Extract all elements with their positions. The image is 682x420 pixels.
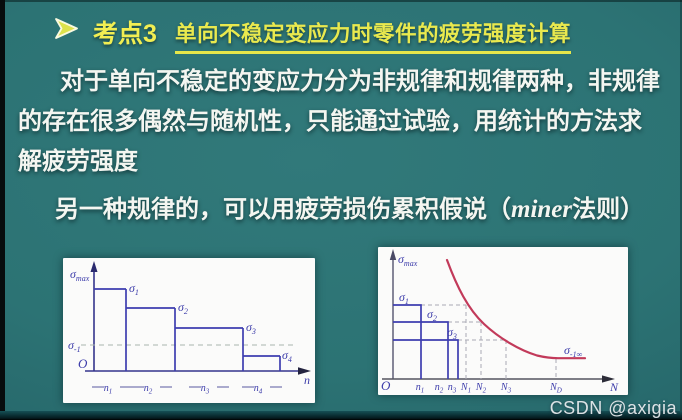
sigma-minus1-inf-label: σ-1∞	[564, 343, 583, 359]
sigma-minus1-label: σ-1	[68, 338, 81, 354]
n2-tick: n2	[435, 382, 444, 395]
y-axis-arrowhead	[90, 261, 98, 272]
watermark: CSDN @axigia	[549, 398, 677, 418]
n4-label: n4	[254, 383, 263, 396]
x-axis-label-N: N	[609, 380, 619, 394]
paragraph-line-1: 对于单向不稳定的变应力分为非规律和规律两种，非规律	[60, 68, 660, 95]
sigma3-label: σ3	[246, 320, 256, 336]
n1-tick: n1	[416, 382, 425, 395]
paragraph-line-2: 的存在很多偶然与随机性，只能通过试验，用统计的方法求	[18, 108, 642, 135]
ND-tick: ND	[549, 382, 562, 395]
y-axis-arrowhead	[389, 249, 397, 260]
paragraph-line-4: 另一种规律的，可以用疲劳损伤累积假说（miner法则）	[55, 189, 644, 224]
sigma1-label: σ1	[399, 290, 409, 306]
sigma3-label: σ3	[447, 325, 457, 341]
n3-tick: n3	[448, 382, 457, 395]
N1-tick: N1	[460, 382, 471, 395]
arrow-shape	[55, 18, 78, 39]
sn-curve	[445, 258, 587, 360]
arrow-right-icon	[55, 18, 78, 39]
page-title: 单向不稳定变应力时零件的疲劳强度计算	[175, 17, 572, 54]
stress-block-1	[393, 304, 422, 379]
origin-label: O	[78, 356, 88, 371]
x-axis-arrowhead	[298, 367, 311, 375]
sigma1-label: σ1	[129, 281, 139, 297]
N3-tick: N3	[500, 382, 512, 395]
stress-spectrum-diagram: σmax σ1 σ2 σ3 σ4 σ-1 O n n1 n2 n3 n4	[63, 258, 315, 403]
stress-block-3	[393, 339, 459, 379]
y-axis-label-sigma-max: σmax	[70, 267, 90, 283]
n1-label: n1	[104, 383, 113, 396]
stress-block-2	[393, 321, 449, 379]
line4-post: 法则）	[572, 196, 645, 223]
paragraph-line-3: 解疲劳强度	[18, 148, 138, 175]
n3-label: n3	[201, 383, 210, 396]
miner-term: miner	[511, 196, 573, 223]
left-edge-bar	[0, 0, 5, 420]
N2-tick: N2	[475, 382, 487, 395]
construction-dashed-lines	[421, 304, 557, 379]
origin-label: O	[381, 378, 391, 393]
y-axis-label-sigma-max: σmax	[398, 252, 418, 268]
sigma2-label: σ2	[178, 300, 188, 316]
stress-step-outline	[94, 288, 281, 371]
bottom-edge-bar	[0, 411, 682, 420]
sigma4-label: σ4	[282, 348, 292, 364]
top-edge-vignette	[0, 0, 682, 2]
topic-label: 考点3	[93, 20, 157, 48]
x-axis-label-n: n	[304, 373, 310, 387]
right-edge-vignette	[680, 0, 682, 420]
line4-pre: 另一种规律的，可以用疲劳损伤累积假说（	[55, 196, 511, 223]
n2-label: n2	[144, 383, 153, 396]
x-axis-arrowhead	[602, 375, 615, 383]
sn-curve-diagram: σmax σ1 σ2 σ3 σ-1∞ O n1 n2 n3 N1 N2 N3 N…	[378, 247, 628, 395]
sigma2-label: σ2	[427, 307, 437, 323]
